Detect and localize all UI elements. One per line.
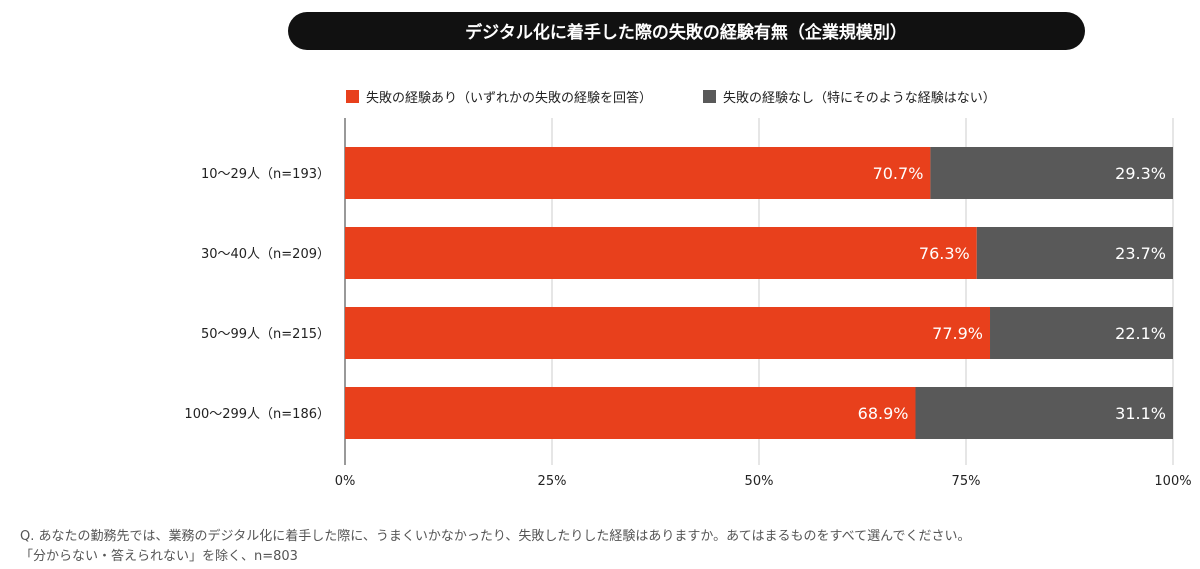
data-label: 31.1%: [1115, 404, 1166, 423]
x-tick-label: 75%: [952, 474, 981, 489]
note-sample: 「分からない・答えられない」を除く、n=803: [20, 548, 298, 564]
legend-swatch: [346, 90, 359, 103]
legend: 失敗の経験あり（いずれかの失敗の経験を回答） 失敗の経験なし（特にそのような経験は…: [346, 90, 996, 106]
category-label: 50〜99人（n=215）: [201, 327, 330, 342]
title-pill: [288, 12, 1085, 50]
data-label: 76.3%: [919, 244, 970, 263]
bars: 10〜29人（n=193） 70.7% 29.3% 30〜40人（n=209） 76.3…: [184, 147, 1173, 439]
category-label: 10〜29人（n=193）: [201, 167, 330, 182]
bar-segment: [345, 387, 916, 439]
x-tick-label: 0%: [335, 474, 356, 489]
x-tick-label: 50%: [745, 474, 774, 489]
bar-segment: [990, 307, 1173, 359]
data-label: 22.1%: [1115, 324, 1166, 343]
bar-segment: [345, 307, 991, 359]
category-label: 100〜299人（n=186）: [184, 407, 330, 422]
bar-segment: [915, 387, 1173, 439]
bar-segment: [345, 227, 977, 279]
bar-segment: [930, 147, 1173, 199]
legend-label: 失敗の経験あり（いずれかの失敗の経験を回答）: [366, 90, 652, 106]
data-label: 77.9%: [932, 324, 983, 343]
x-axis-ticks: 0% 25% 50% 75% 100%: [335, 474, 1192, 489]
chart-title: デジタル化に着手した際の失敗の経験有無（企業規模別）: [465, 22, 907, 43]
note-question: Q. あなたの勤務先では、業務のデジタル化に着手した際に、うまくいかなかったり、…: [20, 528, 970, 544]
legend-swatch: [703, 90, 716, 103]
data-label: 29.3%: [1115, 164, 1166, 183]
x-tick-label: 25%: [538, 474, 567, 489]
bar-segment: [345, 147, 931, 199]
bar-segment: [976, 227, 1173, 279]
category-label: 30〜40人（n=209）: [201, 247, 330, 262]
legend-label: 失敗の経験なし（特にそのような経験はない）: [723, 91, 996, 106]
data-label: 23.7%: [1115, 244, 1166, 263]
data-label: 70.7%: [873, 164, 924, 183]
data-label: 68.9%: [858, 404, 909, 423]
x-tick-label: 100%: [1154, 474, 1191, 489]
